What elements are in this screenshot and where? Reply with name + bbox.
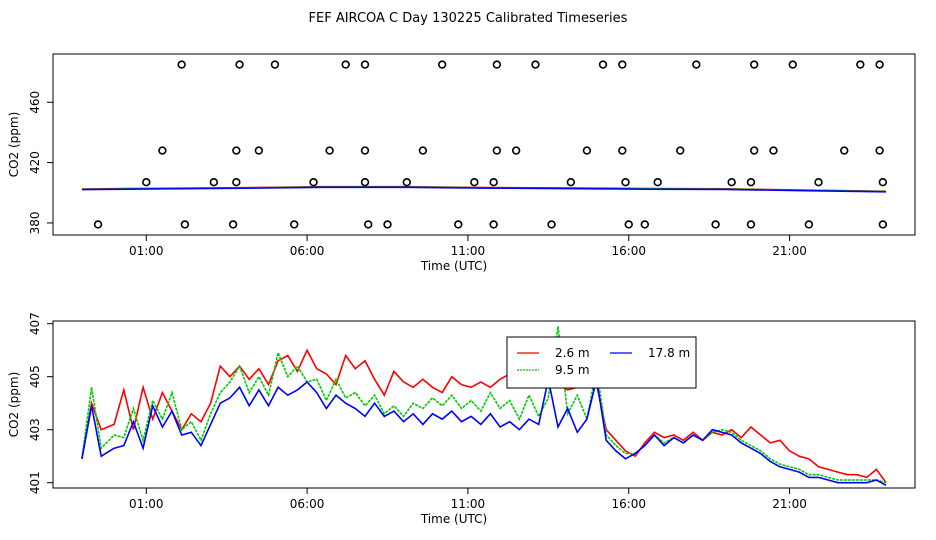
data-point [875, 60, 884, 69]
data-point [621, 178, 630, 187]
series-line-2-6-m [81, 348, 887, 484]
x-tick-label: 21:00 [772, 244, 807, 258]
data-point [232, 146, 241, 155]
y-tick-label: 407 [28, 312, 42, 335]
x-tick-label: 16:00 [611, 244, 646, 258]
top-panel-scatter: 01:00 06:00 11:00 16:00 21:00 380 420 460 Time (… [7, 53, 916, 273]
y-tick-label: 405 [28, 365, 42, 388]
x-tick-label: 16:00 [611, 497, 646, 511]
data-point [177, 60, 186, 69]
data-point [364, 220, 373, 229]
legend-box [506, 336, 697, 389]
data-point [209, 178, 219, 187]
data-point [598, 60, 608, 69]
data-point [749, 60, 759, 69]
x-tick-label: 11:00 [451, 244, 486, 258]
data-point [235, 60, 244, 69]
data-point [566, 178, 576, 187]
data-point [402, 178, 412, 187]
data-point [228, 220, 238, 229]
data-point [489, 178, 498, 187]
data-point [547, 220, 556, 229]
data-point [93, 220, 103, 229]
data-point [341, 60, 350, 69]
data-point [840, 146, 849, 155]
data-point [618, 146, 627, 155]
data-point [454, 220, 463, 229]
data-point [492, 60, 502, 69]
data-point [254, 146, 264, 155]
data-point [325, 146, 334, 155]
data-point [470, 178, 479, 187]
legend-label: 2.6 m [555, 346, 590, 360]
data-point [749, 146, 759, 155]
data-point [769, 146, 778, 155]
chart-title: FEF AIRCOA C Day 130225 Calibrated Times… [309, 11, 628, 26]
data-point [653, 178, 662, 187]
x-axis-label: Time (UTC) [420, 259, 487, 273]
plot-frame [52, 320, 916, 489]
data-point [270, 60, 280, 69]
y-axis-label: CO2 (ppm) [7, 372, 21, 438]
data-point [142, 178, 151, 187]
data-point [804, 220, 814, 229]
data-point [856, 60, 865, 69]
data-point [360, 178, 370, 187]
y-tick-label: 460 [28, 91, 42, 114]
series-line-9-5-m [81, 326, 887, 484]
x-tick-label: 06:00 [290, 244, 325, 258]
legend-label: 17.8 m [648, 346, 690, 360]
data-point [618, 60, 627, 69]
y-axis-label: CO2 (ppm) [7, 112, 21, 178]
x-axis-label: Time (UTC) [420, 512, 487, 526]
data-point [746, 220, 756, 229]
x-tick-label: 11:00 [451, 497, 486, 511]
y-tick-label: 420 [28, 151, 42, 174]
y-tick-label: 401 [28, 471, 42, 494]
data-point [875, 146, 884, 155]
data-point [814, 178, 823, 187]
data-point [489, 220, 498, 229]
series-line-17-8-m [81, 379, 887, 487]
legend-label: 9.5 m [555, 363, 590, 377]
data-point [746, 178, 756, 187]
bottom-panel-timeseries: 01:00 06:00 11:00 16:00 21:00 401 403 405 407 Tim… [7, 312, 916, 526]
data-point [582, 146, 592, 155]
plot-frame [52, 53, 916, 236]
x-tick-label: 01:00 [129, 244, 164, 258]
data-point [711, 220, 720, 229]
y-tick-label: 403 [28, 418, 42, 441]
data-point [640, 220, 650, 229]
data-point [383, 220, 392, 229]
legend: 2.6 m 17.8 m 9.5 m [506, 336, 697, 389]
data-point [531, 60, 540, 69]
series-line-17-8-m [81, 186, 887, 193]
data-point [511, 146, 521, 155]
data-point [788, 60, 797, 69]
data-point [492, 146, 502, 155]
data-point [232, 178, 241, 187]
data-point [360, 146, 370, 155]
x-tick-label: 01:00 [129, 497, 164, 511]
data-point [418, 146, 428, 155]
data-point [309, 178, 318, 187]
data-point [290, 220, 299, 229]
data-point [878, 178, 888, 187]
data-point [437, 60, 447, 69]
data-point [727, 178, 736, 187]
data-point [180, 220, 190, 229]
data-point [158, 146, 167, 155]
x-tick-label: 21:00 [772, 497, 807, 511]
y-tick-label: 380 [28, 211, 42, 234]
data-point [624, 220, 633, 229]
data-point [692, 60, 701, 69]
data-point [360, 60, 370, 69]
data-point [878, 220, 888, 229]
x-tick-label: 06:00 [290, 497, 325, 511]
data-point [676, 146, 685, 155]
